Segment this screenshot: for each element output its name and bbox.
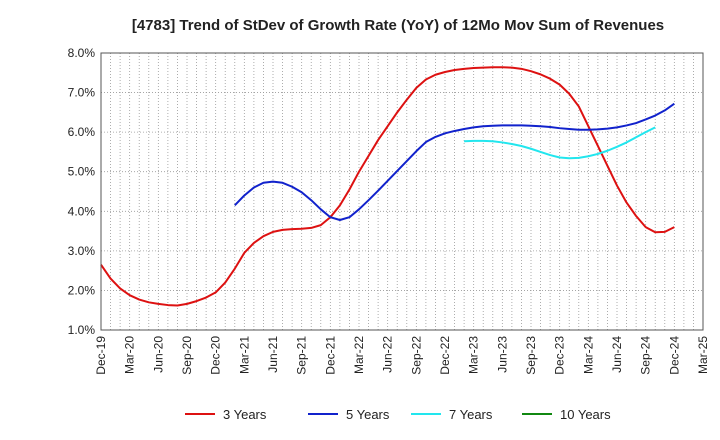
x-tick-label: Sep-21 [295,336,309,375]
x-tick-label: Jun-23 [495,336,509,373]
chart-title: [4783] Trend of StDev of Growth Rate (Yo… [132,17,664,34]
x-tick-label: Mar-23 [467,336,481,374]
series-lines [100,66,675,307]
x-tick-label: Jun-24 [610,336,624,373]
x-tick-label: Jun-22 [381,336,395,373]
x-tick-label: Mar-21 [237,336,251,374]
legend-label: 10 Years [560,407,611,422]
x-tick-label: Sep-24 [639,336,653,375]
y-tick-label: 6.0% [68,125,96,139]
x-tick-label: Mar-25 [696,336,710,374]
legend-label: 5 Years [346,407,390,422]
x-tick-label: Mar-20 [123,336,137,374]
x-tick-label: Dec-19 [94,336,108,375]
y-tick-label: 2.0% [68,283,96,297]
y-tick-label: 7.0% [68,86,96,100]
x-tick-label: Jun-21 [266,336,280,373]
y-axis-ticks: 1.0% 2.0% 3.0% 4.0% 5.0% 6.0% 7.0% 8.0% [68,46,96,337]
x-tick-label: Mar-24 [581,336,595,374]
series-line-7-years [464,126,656,160]
series-line-5-years [234,102,675,221]
y-tick-label: 1.0% [68,323,96,337]
legend: 3 Years 5 Years 7 Years 10 Years [185,407,611,422]
x-tick-label: Mar-22 [352,336,366,374]
y-tick-label: 5.0% [68,165,96,179]
x-tick-label: Sep-22 [409,336,423,375]
legend-label: 7 Years [449,407,493,422]
grid [101,53,703,330]
plot-frame [100,52,704,331]
x-tick-label: Dec-23 [553,336,567,375]
x-tick-label: Dec-20 [209,336,223,375]
y-tick-label: 4.0% [68,204,96,218]
x-tick-label: Jun-20 [151,336,165,373]
x-tick-label: Sep-23 [524,336,538,375]
x-tick-label: Dec-24 [667,336,681,375]
x-tick-label: Dec-21 [323,336,337,375]
x-tick-label: Dec-22 [438,336,452,375]
legend-label: 3 Years [223,407,267,422]
series-line-3-years [100,66,675,307]
y-tick-label: 3.0% [68,244,96,258]
y-tick-label: 8.0% [68,46,96,60]
x-tick-label: Sep-20 [180,336,194,375]
x-axis-ticks: Dec-19 Mar-20 Jun-20 Sep-20 Dec-20 Mar-21 Jun-… [94,336,710,375]
